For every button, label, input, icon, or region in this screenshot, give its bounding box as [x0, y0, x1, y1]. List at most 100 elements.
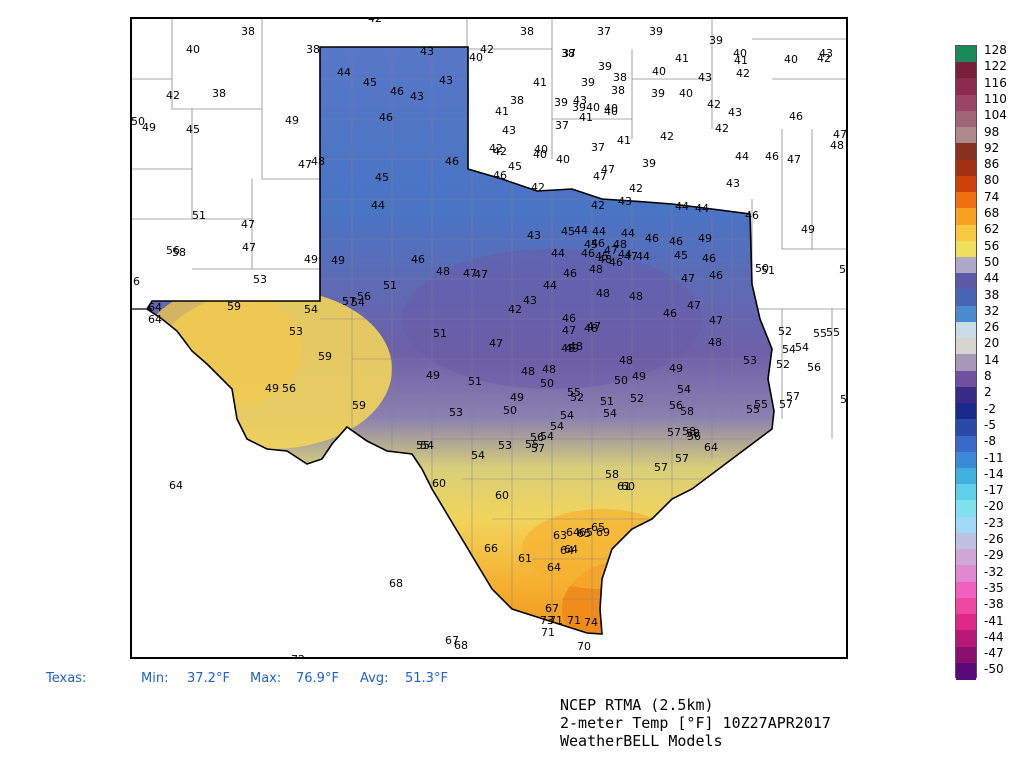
station-temp-label: 46	[663, 307, 677, 320]
color-scale-segment	[956, 500, 976, 518]
station-temp-label: 38	[306, 43, 320, 56]
station-temp-label: 52	[630, 392, 644, 405]
station-temp-label: 48	[596, 287, 610, 300]
color-scale-segment	[956, 273, 976, 291]
station-temp-label: 46	[765, 150, 779, 163]
station-temp-label: 53	[743, 354, 757, 367]
station-temp-label: 42	[817, 52, 831, 65]
station-temp-label: 50	[503, 404, 517, 417]
station-temp-label: 45	[363, 76, 377, 89]
station-temp-label: 47	[624, 250, 638, 263]
station-temp-label: 57	[531, 442, 545, 455]
station-temp-label: 47	[787, 153, 801, 166]
station-temp-label: 40	[556, 153, 570, 166]
station-temp-label: 46	[789, 110, 803, 123]
max-value: 76.9°F	[296, 671, 339, 686]
station-temp-label: 49	[142, 121, 156, 134]
station-temp-label: 48	[830, 139, 844, 152]
station-temp-label: 48	[629, 290, 643, 303]
station-temp-label: 60	[432, 477, 446, 490]
station-temp-label: 43	[502, 124, 516, 137]
station-temp-label: 42	[736, 67, 750, 80]
color-scale-label: -35	[984, 580, 1004, 595]
station-temp-label: 48	[619, 354, 633, 367]
station-temp-label: 46	[669, 235, 683, 248]
station-temp-label: 40	[186, 43, 200, 56]
station-temp-label: 38	[212, 87, 226, 100]
station-temp-label: 58	[680, 405, 694, 418]
station-temp-label: 43	[728, 106, 742, 119]
color-scale-label: -47	[984, 646, 1004, 661]
station-temp-label: 63	[553, 529, 567, 542]
station-temperatures: 4238383739394038434240373841403940414240…	[132, 19, 846, 657]
station-temp-label: 47	[474, 268, 488, 281]
station-temp-label: 46	[390, 85, 404, 98]
color-scale-label: 122	[984, 59, 1007, 74]
station-temp-label: 49	[669, 362, 683, 375]
color-scale-segment	[956, 94, 976, 112]
station-temp-label: 60	[621, 480, 635, 493]
station-temp-label: 46	[581, 247, 595, 260]
station-temp-label: 54	[560, 409, 574, 422]
station-temp-label: 54	[351, 296, 365, 309]
station-temp-label: 45	[584, 238, 598, 251]
station-temp-label: 47	[241, 218, 255, 231]
station-temp-label: 51	[468, 375, 482, 388]
color-scale-label: 8	[984, 369, 992, 383]
station-temp-label: 65	[591, 521, 605, 534]
station-temp-label: 48	[589, 263, 603, 276]
station-temp-label: 45	[561, 225, 575, 238]
station-temp-label: 55	[567, 386, 581, 399]
station-temp-label: 44	[592, 225, 606, 238]
station-temp-label: 64	[566, 526, 580, 539]
station-temp-label: 49	[265, 382, 279, 395]
station-temp-label: 47	[587, 320, 601, 333]
color-scale-segment	[956, 646, 976, 664]
station-temp-label: 60	[495, 489, 509, 502]
station-temp-label: 41	[495, 105, 509, 118]
map-panel: 4238383739394038434240373841403940414240…	[130, 17, 848, 659]
station-temp-label: 43	[420, 45, 434, 58]
station-temp-label: 68	[454, 639, 468, 652]
color-scale-segment	[956, 451, 976, 469]
station-temp-label: 56	[132, 275, 140, 288]
station-temp-label: 51	[600, 395, 614, 408]
station-temp-label: 40	[586, 101, 600, 114]
color-scale-segment	[956, 305, 976, 323]
station-temp-label: 50	[755, 262, 769, 275]
station-temp-label: 49	[285, 114, 299, 127]
color-scale-segment	[956, 419, 976, 437]
color-scale-segment	[956, 192, 976, 210]
texas-border	[145, 46, 775, 635]
color-scale-label: -44	[984, 629, 1004, 644]
station-temp-label: 54	[550, 420, 564, 433]
station-temp-label: 55	[525, 438, 539, 451]
station-temp-label: 61	[617, 480, 631, 493]
station-temp-label: 44	[618, 248, 632, 261]
station-temp-label: 45	[508, 160, 522, 173]
station-temp-label: 52	[570, 391, 584, 404]
station-temp-label: 49	[331, 254, 345, 267]
station-temp-label: 44	[636, 250, 650, 263]
station-temp-label: 51	[433, 327, 447, 340]
station-temp-label: 47	[601, 163, 615, 176]
color-scale-label: -11	[984, 450, 1004, 465]
station-temp-label: 43	[410, 90, 424, 103]
station-temp-label: 49	[304, 253, 318, 266]
station-temp-label: 42	[493, 145, 507, 158]
station-temp-label: 41	[533, 76, 547, 89]
station-temp-label: 50	[614, 374, 628, 387]
color-scale-label: 128	[984, 43, 1007, 57]
station-temp-label: 47	[709, 314, 723, 327]
station-temp-label: 45	[595, 250, 609, 263]
station-temp-label: 64	[564, 543, 578, 556]
station-temp-label: 58	[682, 425, 696, 438]
station-temp-label: 71	[541, 626, 555, 639]
station-temp-label: 54	[782, 343, 796, 356]
station-temp-label: 58	[605, 468, 619, 481]
station-temp-label: 54	[304, 303, 318, 316]
station-temp-label: 67	[545, 602, 559, 615]
station-temp-label: 66	[484, 542, 498, 555]
color-scale-label: -14	[984, 466, 1004, 481]
station-temp-label: 47	[604, 244, 618, 257]
